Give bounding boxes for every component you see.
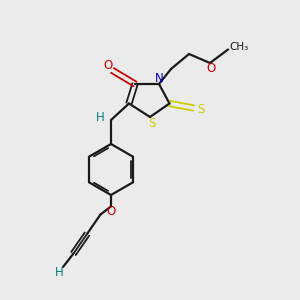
Text: O: O	[206, 62, 215, 76]
Text: S: S	[197, 103, 205, 116]
Text: H: H	[96, 111, 105, 124]
Text: S: S	[148, 117, 155, 130]
Text: N: N	[154, 71, 164, 85]
Text: O: O	[103, 59, 112, 73]
Text: CH₃: CH₃	[230, 42, 249, 52]
Text: O: O	[106, 205, 116, 218]
Text: H: H	[55, 266, 64, 280]
